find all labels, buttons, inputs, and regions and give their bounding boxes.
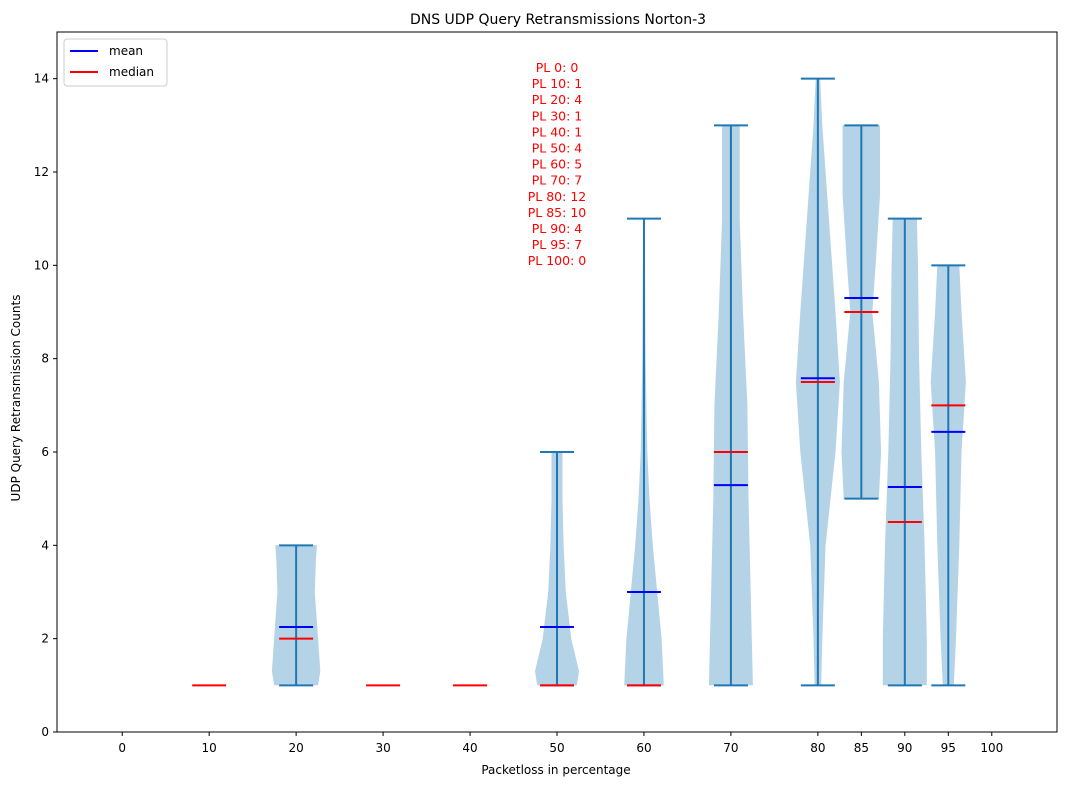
annotation-line: PL 95: 7 <box>532 237 583 252</box>
x-tick-label: 95 <box>941 741 956 755</box>
annotation-line: PL 30: 1 <box>532 108 583 123</box>
annotation-line: PL 90: 4 <box>532 221 583 236</box>
plot-area <box>192 77 966 687</box>
annotation-line: PL 20: 4 <box>532 92 583 107</box>
annotation-line: PL 60: 5 <box>532 157 583 172</box>
y-tick-label: 2 <box>41 632 49 646</box>
annotation: PL 0: 0PL 10: 1PL 20: 4PL 30: 1PL 40: 1 P… <box>528 60 587 268</box>
annotation-line: PL 40: 1 <box>532 124 583 139</box>
y-tick-label: 4 <box>41 538 49 552</box>
y-tick-label: 8 <box>41 352 49 366</box>
x-tick-label: 10 <box>202 741 217 755</box>
annotation-line: PL 0: 0 <box>536 60 579 75</box>
x-tick-label: 60 <box>636 741 651 755</box>
y-tick-label: 0 <box>41 725 49 739</box>
y-tick-label: 12 <box>34 165 49 179</box>
x-tick-label: 70 <box>723 741 738 755</box>
chart-title: DNS UDP Query Retransmissions Norton-3 <box>410 12 706 28</box>
annotation-line: PL 100: 0 <box>528 253 587 268</box>
legend-label: mean <box>109 44 143 58</box>
x-tick-label: 100 <box>980 741 1003 755</box>
x-tick-label: 30 <box>375 741 390 755</box>
y-tick-label: 6 <box>41 445 49 459</box>
x-tick-label: 90 <box>897 741 912 755</box>
y-tick-label: 10 <box>34 258 49 272</box>
x-tick-label: 50 <box>549 741 564 755</box>
y-tick-label: 14 <box>34 72 49 86</box>
annotation-line: PL 80: 12 <box>528 189 586 204</box>
legend: mean median <box>63 38 168 87</box>
x-tick-label: 0 <box>118 741 126 755</box>
annotation-line: PL 85: 10 <box>528 205 587 220</box>
x-axis-label: Packetloss in percentage <box>481 763 630 777</box>
x-tick-label: 20 <box>288 741 303 755</box>
x-tick-label: 85 <box>854 741 869 755</box>
annotation-line: PL 50: 4 <box>532 141 583 156</box>
x-tick-label: 40 <box>462 741 477 755</box>
x-tick-label: 80 <box>810 741 825 755</box>
axes: 0 10 20 30 40 50 60 70 80 85 90 95 100 0 2 4 6 8 10 12 14 <box>34 31 1058 755</box>
legend-label: median <box>109 65 154 79</box>
y-axis-label: UDP Query Retransmission Counts <box>9 295 23 502</box>
annotation-line: PL 10: 1 <box>532 76 583 91</box>
annotation-line: PL 70: 7 <box>532 173 583 188</box>
